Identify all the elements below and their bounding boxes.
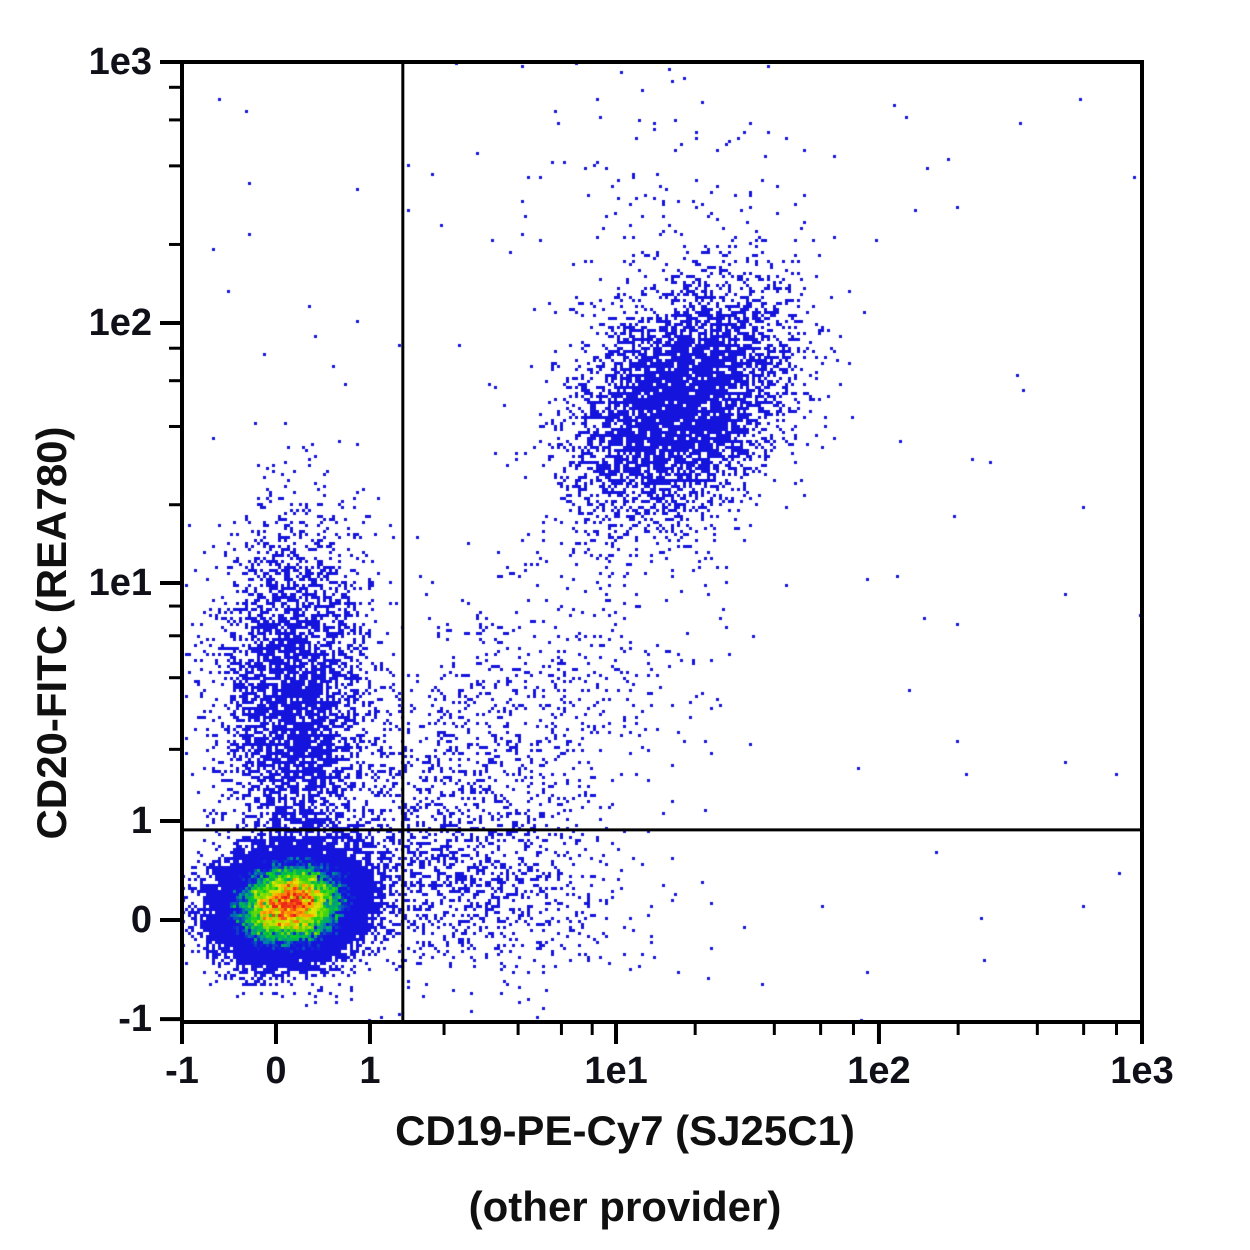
y-tick-label: 1 [130,799,152,842]
x-tick-label: 1e1 [584,1050,648,1092]
x-axis-title: CD19-PE-Cy7 (SJ25C1) [395,1107,855,1154]
y-tick-label: 1e2 [88,302,152,345]
y-tick-label: 1e1 [88,561,152,604]
x-tick-label: -1 [165,1050,199,1092]
plot-frame [180,60,1144,1024]
x-tick-label: 0 [265,1050,287,1092]
x-tick-label: 1e3 [1110,1050,1174,1092]
y-tick-label: -1 [118,998,152,1041]
x-tick-label: 1e2 [847,1050,911,1092]
y-tick-label: 1e3 [88,41,152,83]
y-axis-title: CD20-FITC (REA780) [28,426,75,840]
scatter-canvas [182,62,1142,1022]
y-tick-label: 0 [130,899,152,941]
x-tick-label: 1 [359,1050,381,1092]
x-axis-subtitle: (other provider) [468,1183,782,1230]
